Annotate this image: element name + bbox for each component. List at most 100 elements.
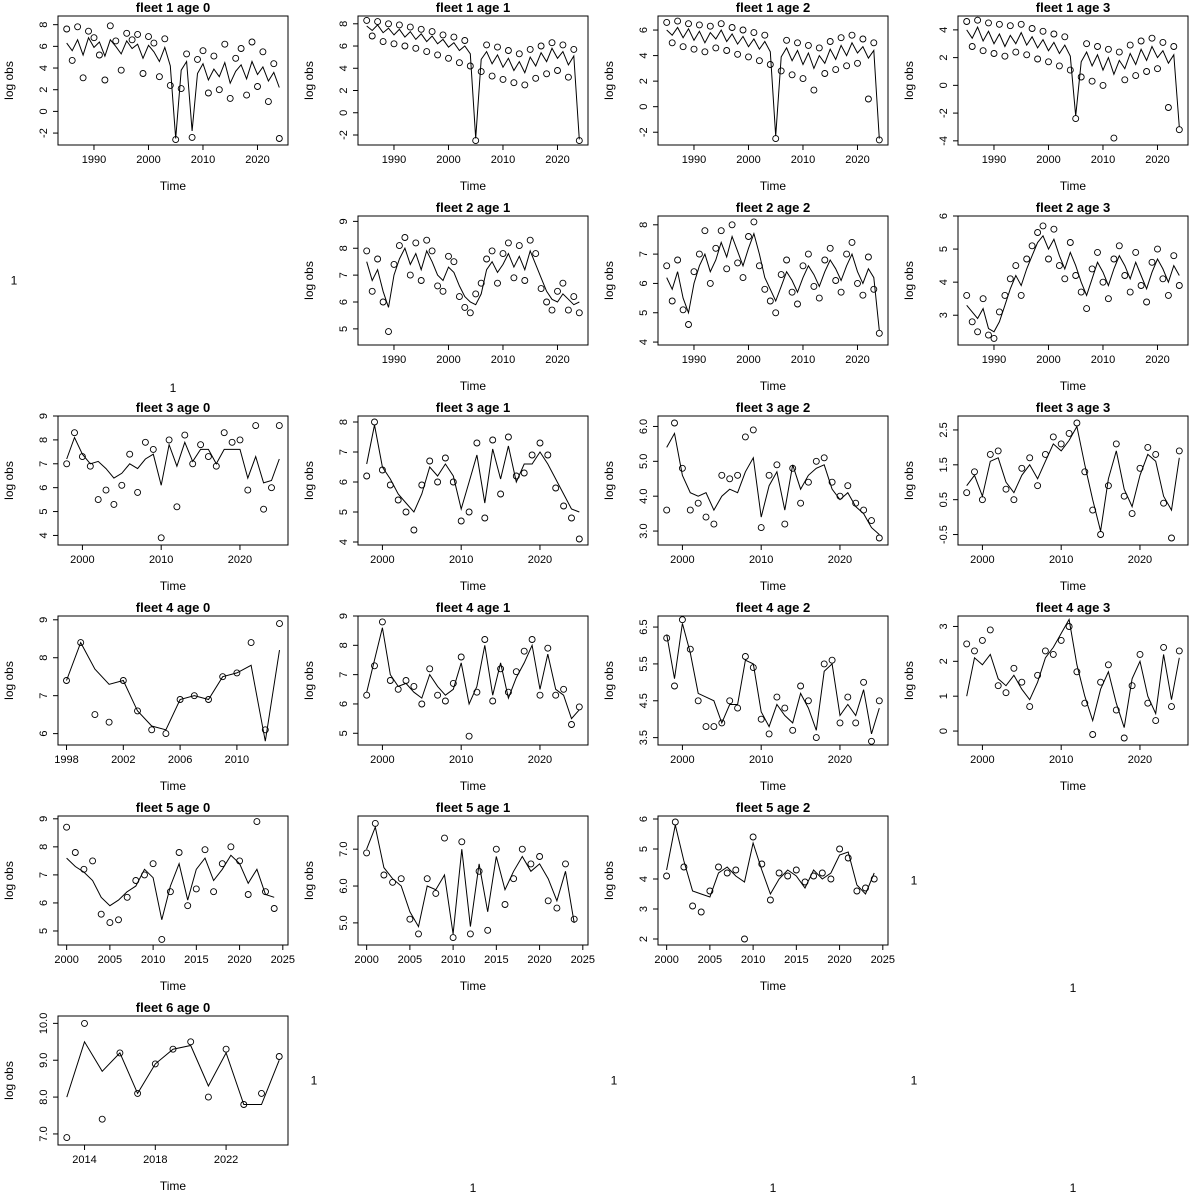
obs-point — [395, 242, 403, 250]
obs-point — [820, 454, 828, 462]
y-tick-label: 6 — [38, 731, 50, 737]
x-tick-label: 1990 — [382, 354, 406, 366]
obs-point — [63, 823, 71, 831]
x-tick-label: 2000 — [970, 754, 994, 766]
obs-point — [723, 47, 731, 54]
obs-point — [151, 1060, 159, 1068]
y-tick-label: -2 — [638, 127, 650, 137]
y-tick-label: 5.0 — [638, 454, 650, 469]
x-tick-label: 2020 — [1145, 154, 1169, 166]
obs-point — [243, 91, 251, 99]
obs-point — [697, 908, 705, 916]
obs-point — [450, 258, 458, 266]
obs-point — [701, 48, 709, 56]
obs-point — [441, 454, 449, 462]
y-axis-label: log obs — [302, 261, 316, 300]
x-tick-label: 2020 — [545, 154, 569, 166]
empty-panel-chart: 11 — [311, 1074, 477, 1196]
empty-y-label: 1 — [611, 1074, 618, 1088]
obs-point — [1104, 45, 1112, 53]
obs-point — [854, 279, 861, 287]
obs-point — [765, 730, 773, 738]
obs-point — [162, 730, 170, 738]
obs-point — [518, 845, 526, 853]
y-tick-label: 0 — [38, 108, 50, 114]
obs-point — [106, 919, 114, 927]
x-tick-label: 1990 — [982, 154, 1006, 166]
obs-point — [773, 461, 781, 469]
obs-point — [172, 136, 180, 144]
obs-point — [804, 250, 812, 258]
obs-point — [562, 860, 569, 868]
obs-point — [836, 719, 844, 727]
x-tick-label: 2000 — [1036, 354, 1060, 366]
x-tick-label: 1998 — [54, 754, 78, 766]
y-tick-label: 5 — [38, 508, 50, 514]
obs-point — [184, 902, 192, 910]
fit-line — [366, 24, 580, 140]
obs-point — [379, 38, 387, 46]
obs-point — [963, 18, 971, 25]
y-axis-label: log obs — [602, 661, 616, 700]
obs-point — [536, 853, 544, 860]
x-tick-label: 2020 — [1145, 354, 1169, 366]
obs-point — [1026, 703, 1034, 711]
obs-point — [386, 481, 394, 489]
obs-point — [244, 891, 252, 898]
obs-point — [1073, 668, 1081, 676]
obs-point — [204, 1093, 212, 1101]
obs-point — [450, 33, 458, 41]
obs-point — [868, 737, 875, 745]
obs-point — [449, 478, 457, 486]
obs-point — [489, 436, 497, 444]
y-tick-label: 8 — [38, 437, 50, 443]
obs-point — [63, 677, 70, 684]
panel-title: fleet 4 age 1 — [436, 600, 510, 615]
x-tick-label: 2010 — [491, 354, 515, 366]
y-tick-label: -4 — [938, 136, 950, 146]
y-axis-label: log obs — [602, 261, 616, 300]
obs-point — [1137, 37, 1145, 45]
y-tick-label: 4 — [638, 876, 650, 882]
obs-point — [750, 218, 758, 226]
obs-point — [188, 133, 196, 141]
obs-point — [1132, 72, 1140, 80]
obs-point — [426, 665, 434, 673]
x-axis-label: Time — [160, 1179, 187, 1193]
obs-point — [532, 74, 540, 82]
obs-point — [380, 871, 388, 879]
x-tick-label: 2018 — [143, 1154, 167, 1166]
obs-point — [1136, 650, 1144, 658]
obs-point — [1175, 126, 1183, 134]
obs-point — [1083, 40, 1091, 48]
obs-point — [244, 486, 252, 494]
obs-point — [426, 457, 434, 465]
x-tick-label: 2000 — [736, 154, 760, 166]
x-tick-label: 2020 — [227, 954, 251, 966]
obs-point — [1081, 468, 1089, 476]
empty-panel-chart: 11 — [911, 874, 1077, 996]
obs-point — [1152, 450, 1160, 458]
obs-point — [363, 16, 371, 24]
y-tick-label: 9 — [38, 816, 50, 822]
empty-x-label: 1 — [470, 1181, 477, 1195]
obs-point — [504, 239, 512, 247]
obs-point — [859, 35, 867, 43]
obs-point — [837, 34, 845, 42]
y-tick-label: 2 — [938, 55, 950, 61]
obs-point — [472, 290, 480, 298]
obs-point — [717, 20, 725, 28]
obs-point — [570, 293, 578, 301]
panel-fleet-1-age-2: fleet 1 age 2 log obs Time 1990 2000 2010 2020… — [600, 0, 900, 200]
obs-point — [671, 419, 678, 427]
panel-title: fleet 5 age 1 — [436, 800, 510, 815]
obs-point — [726, 697, 734, 705]
obs-point — [472, 137, 480, 145]
obs-point — [1097, 531, 1105, 538]
x-axis-label: Time — [160, 979, 187, 993]
obs-point — [157, 534, 165, 542]
panel-title: fleet 2 age 2 — [736, 200, 810, 215]
panel-chart: fleet 3 age 3 log obs Time 2000 2010 2020 -0.5… — [902, 400, 1189, 593]
y-axis-label: log obs — [2, 661, 16, 700]
